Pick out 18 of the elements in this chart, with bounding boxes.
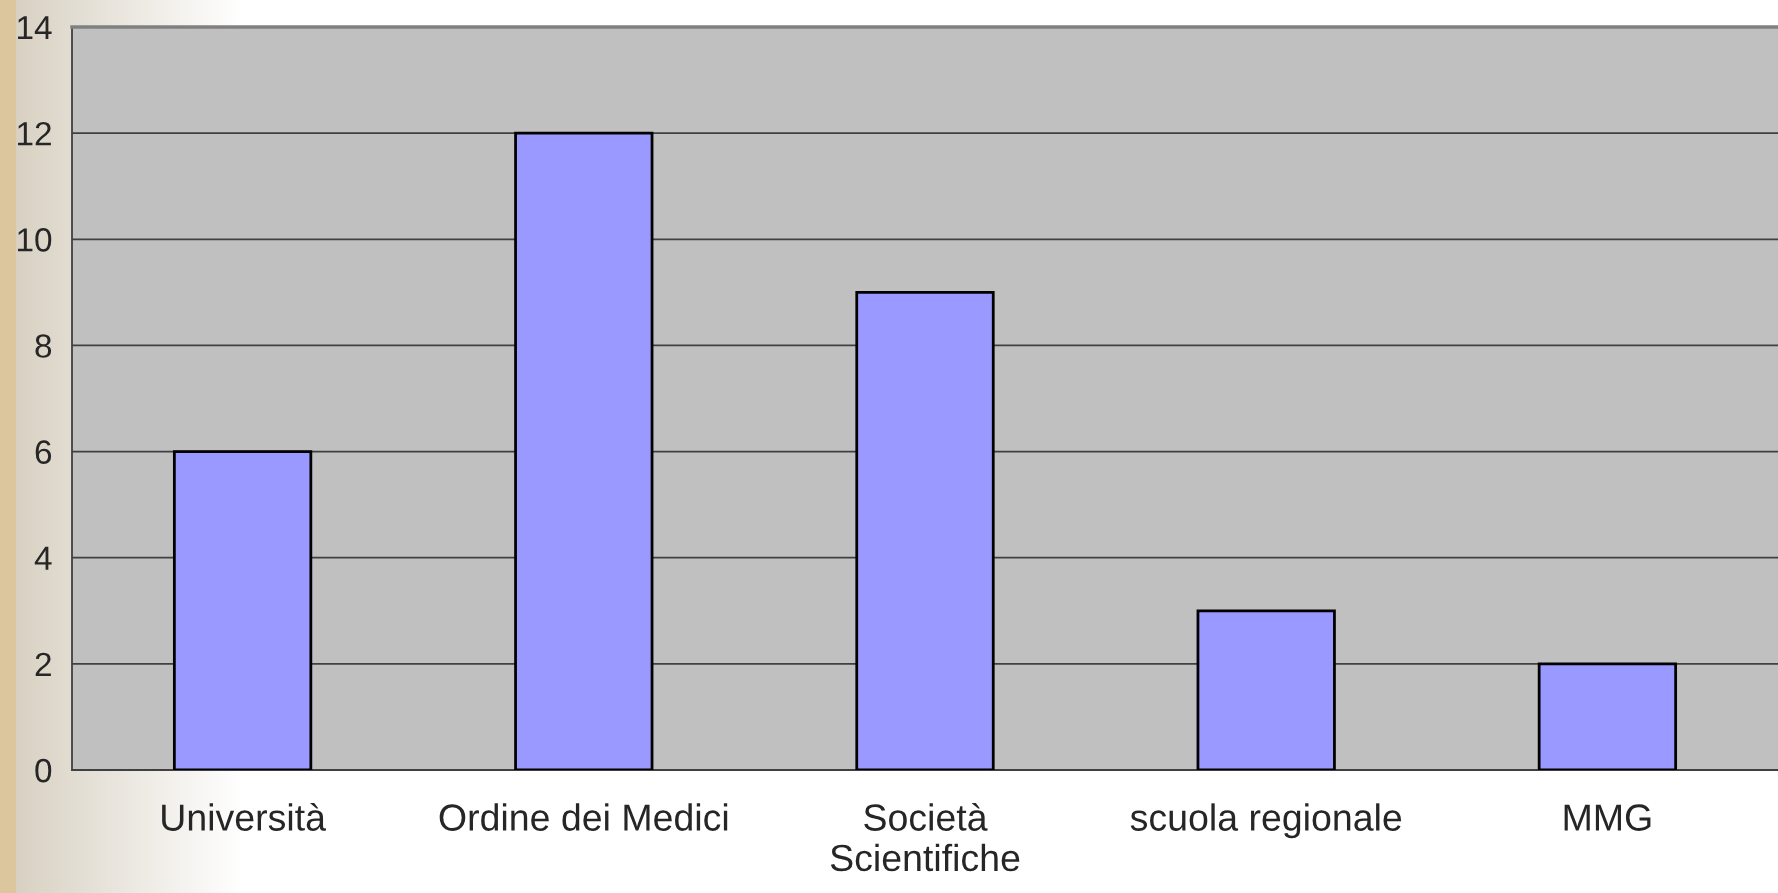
y-tick-label: 2 [35,652,51,676]
bar [1196,609,1336,770]
x-tick-label: Ordine dei Medici [439,803,728,831]
y-tick-label: 6 [35,440,52,464]
x-tick-label: Società Scientifiche [830,802,1020,872]
x-tick-label: Università [162,802,326,831]
bar [514,131,654,770]
y-tick-label: 10 [18,228,52,252]
bar [1537,662,1678,770]
x-tick-label: MMG [1564,804,1651,831]
y-tick-label: 4 [34,546,52,570]
x-tick-label: scuola regionale [1130,803,1402,839]
y-tick-label: 12 [18,121,51,146]
bar [855,290,995,770]
bar [172,450,313,770]
y-tick-label: 14 [18,16,52,40]
y-tick-label: 0 [35,758,52,783]
y-tick-label: 8 [35,334,52,358]
